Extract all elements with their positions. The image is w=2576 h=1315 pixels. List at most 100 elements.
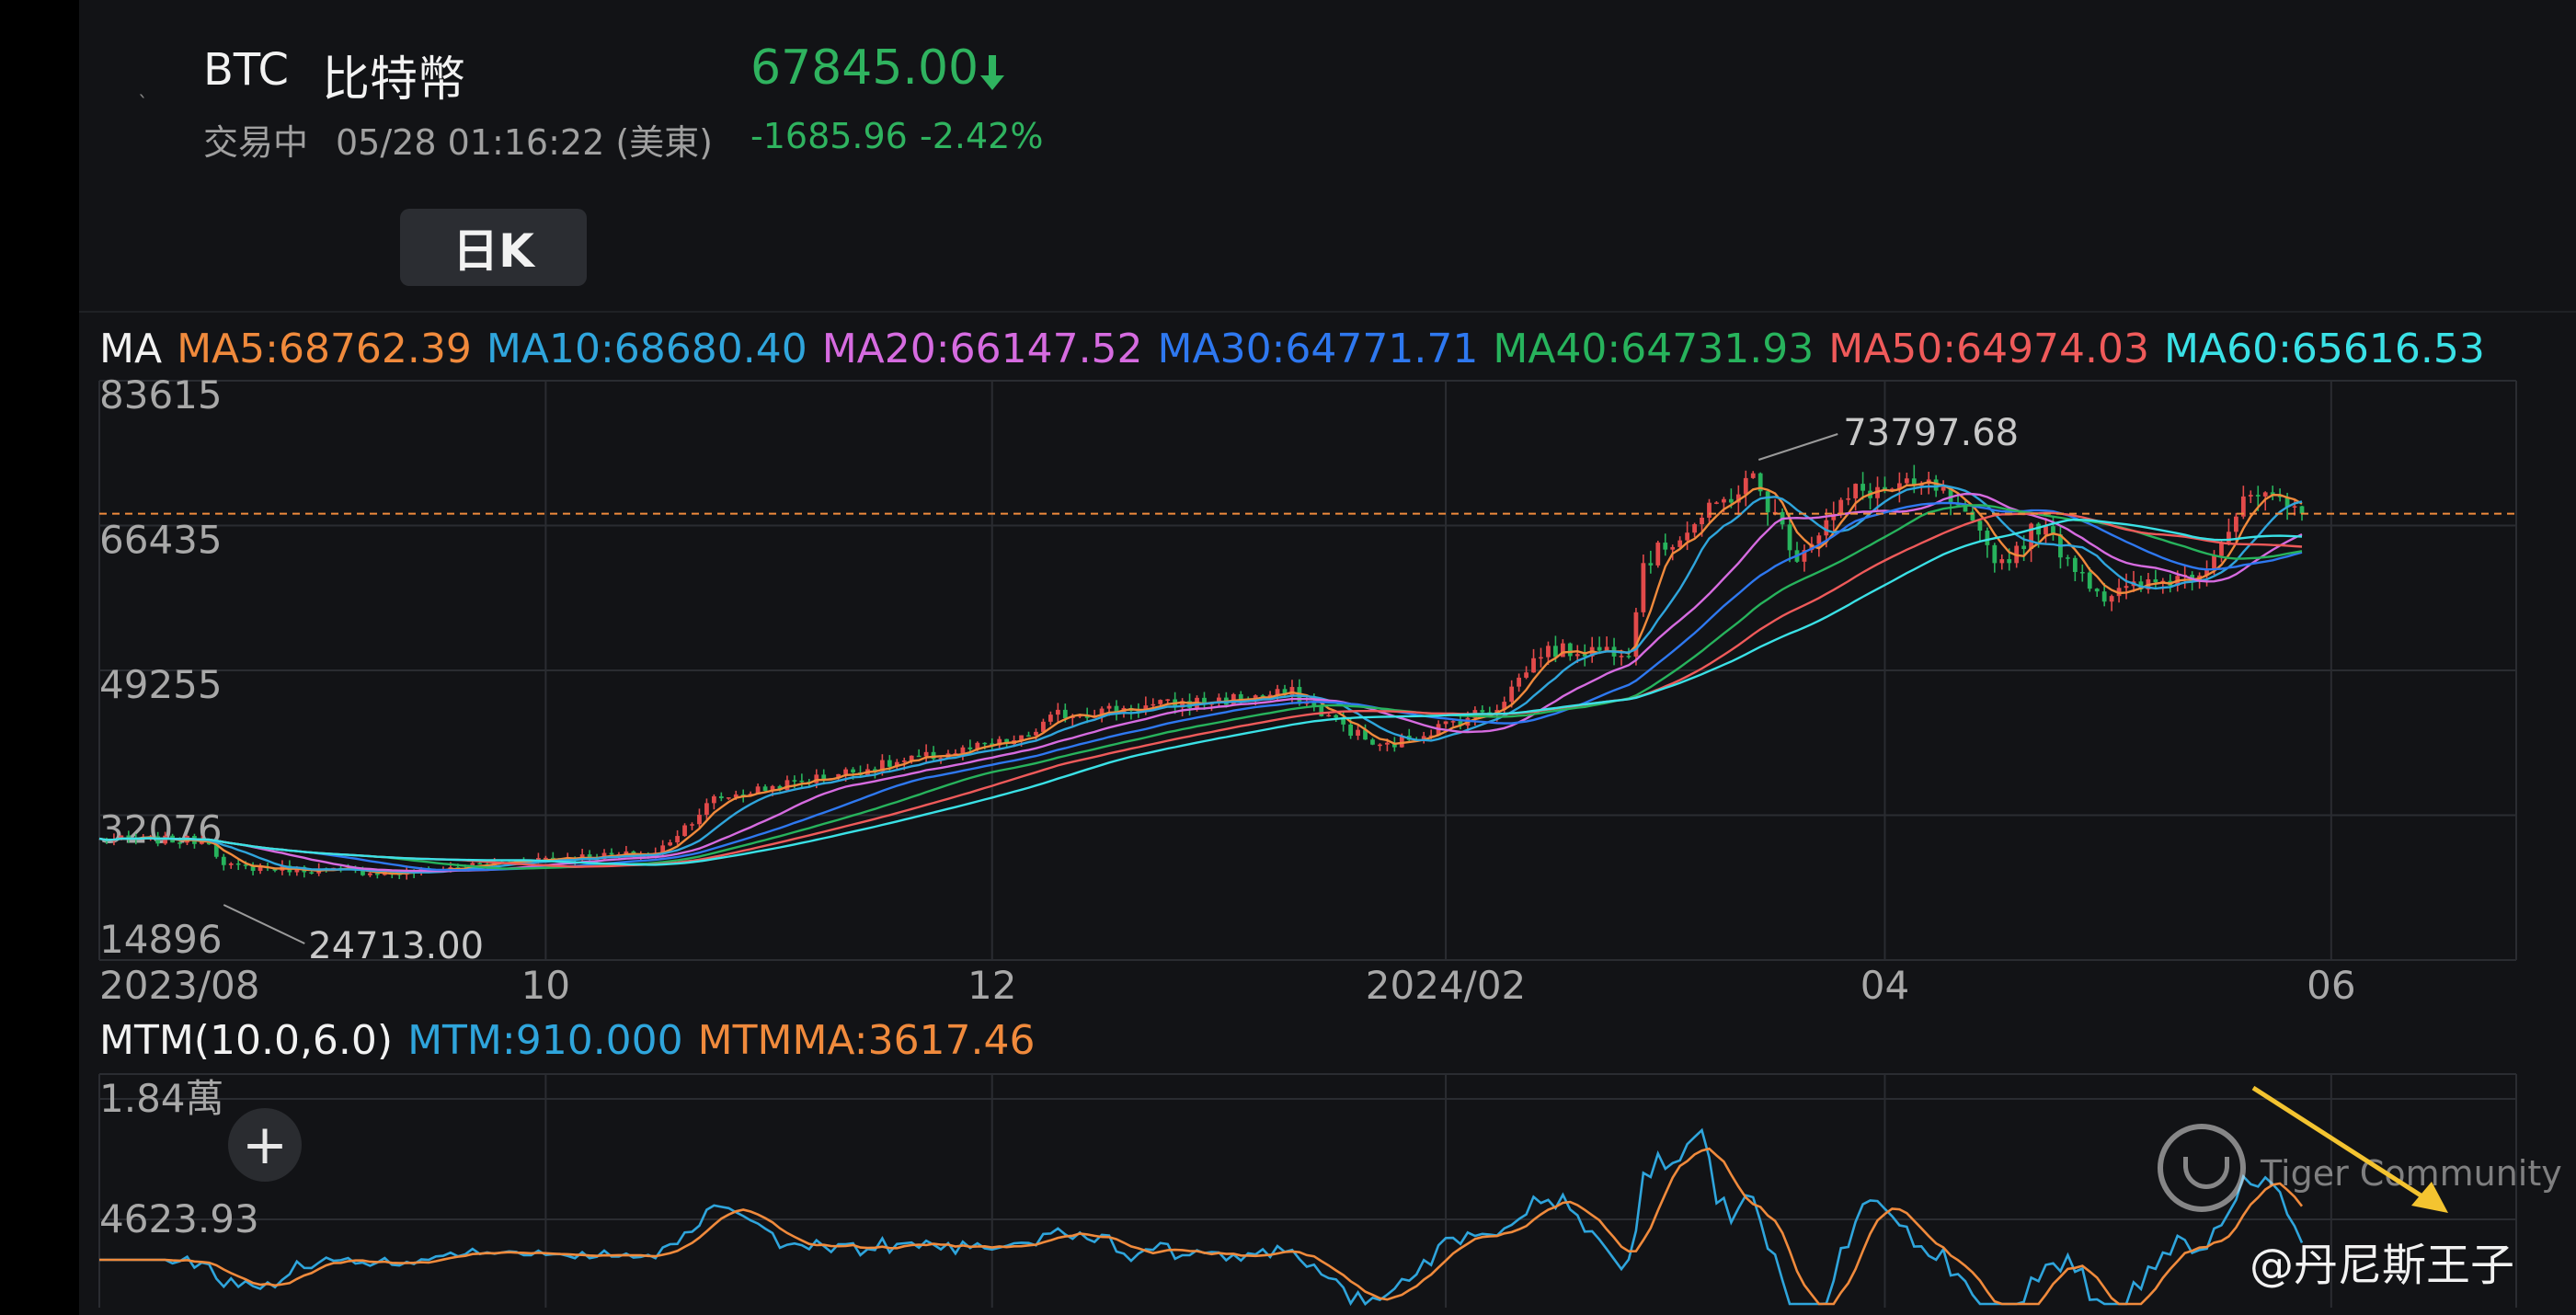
candle-body bbox=[1948, 486, 1953, 505]
ma30-value: MA30:64771.71 bbox=[1157, 326, 1479, 372]
candle-body bbox=[887, 760, 892, 767]
candle-body bbox=[2234, 516, 2238, 532]
y-axis-tick-label: 14896 bbox=[99, 917, 223, 962]
candle-body bbox=[2292, 506, 2297, 508]
candle-body bbox=[1480, 710, 1485, 713]
ma60-value: MA60:65616.53 bbox=[2164, 326, 2485, 372]
mtmma-line bbox=[99, 1147, 2304, 1306]
candle-body bbox=[1831, 513, 1837, 520]
candle-body bbox=[1911, 478, 1917, 486]
candle-body bbox=[792, 780, 797, 782]
candle-body bbox=[909, 755, 914, 761]
candle-body bbox=[1026, 735, 1031, 738]
candle-body bbox=[2044, 526, 2048, 535]
candle-body bbox=[126, 835, 132, 839]
ma5-value: MA5:68762.39 bbox=[177, 326, 472, 372]
candle-body bbox=[1326, 715, 1332, 717]
mtm-legend-label: MTM(10.0,6.0) bbox=[99, 1017, 394, 1064]
candle-body bbox=[1062, 709, 1068, 718]
mtm-tick-label: 4623.93 bbox=[99, 1196, 259, 1241]
candle-body bbox=[1334, 715, 1339, 718]
add-indicator-button[interactable]: + bbox=[228, 1108, 302, 1182]
candle-body bbox=[1677, 540, 1683, 547]
candle-body bbox=[361, 869, 365, 875]
candle-body bbox=[1099, 708, 1105, 716]
candle-body bbox=[879, 760, 885, 772]
candle-body bbox=[2153, 579, 2158, 583]
candle-body bbox=[1151, 703, 1156, 706]
candle-body bbox=[1941, 486, 1946, 491]
daily-k-button[interactable]: 日K bbox=[400, 209, 587, 286]
candle-body bbox=[975, 742, 980, 749]
candle-body bbox=[1765, 491, 1770, 513]
candle-body bbox=[1106, 705, 1112, 709]
candle-body bbox=[1524, 672, 1528, 678]
candle-body bbox=[374, 873, 380, 875]
candle-body bbox=[923, 751, 929, 757]
candle-body bbox=[960, 747, 966, 754]
candle-body bbox=[477, 863, 483, 864]
candle-body bbox=[1890, 488, 1895, 490]
candle-body bbox=[587, 854, 592, 859]
candle-body bbox=[228, 863, 234, 865]
candle-body bbox=[1546, 646, 1551, 658]
candle-body bbox=[1970, 511, 1975, 521]
candle-body bbox=[668, 842, 673, 846]
candle-body bbox=[682, 825, 687, 837]
candle-body bbox=[1663, 543, 1668, 550]
candle-body bbox=[2065, 557, 2070, 559]
candle-body bbox=[799, 780, 805, 783]
candle-body bbox=[755, 786, 761, 795]
candle-body bbox=[1685, 532, 1690, 541]
back-tick-icon[interactable]: ˎ bbox=[138, 75, 148, 98]
candle-body bbox=[1567, 643, 1573, 657]
last-price: 67845.00 bbox=[750, 40, 979, 96]
candle-body bbox=[990, 743, 995, 746]
candle-body bbox=[1070, 716, 1075, 718]
candle-body bbox=[2248, 495, 2253, 497]
candle-body bbox=[1502, 702, 1507, 711]
candle-body bbox=[1999, 559, 2005, 564]
candle-body bbox=[1238, 693, 1243, 701]
candle-body bbox=[997, 738, 1002, 746]
high-callout-line bbox=[1757, 433, 1838, 461]
candle-body bbox=[931, 751, 936, 760]
candle-body bbox=[206, 840, 212, 845]
candle-body bbox=[967, 747, 973, 749]
candle-body bbox=[1896, 483, 1902, 489]
candle-body bbox=[836, 773, 841, 779]
candle-body bbox=[1428, 735, 1434, 738]
candle-body bbox=[177, 842, 182, 844]
ma40-value: MA40:64731.93 bbox=[1493, 326, 1815, 372]
x-axis-tick-label: 12 bbox=[967, 963, 1016, 1008]
candle-body bbox=[1743, 477, 1748, 495]
candle-body bbox=[1560, 643, 1565, 658]
y-axis-tick-label: 83615 bbox=[99, 372, 223, 417]
tiger-logo bbox=[2158, 1124, 2246, 1212]
candle-body bbox=[1824, 520, 1829, 536]
ma-legend-label: MA bbox=[99, 326, 163, 372]
candle-body bbox=[368, 873, 372, 875]
candle-body bbox=[2101, 591, 2107, 602]
candle-body bbox=[200, 840, 204, 844]
candle-body bbox=[843, 769, 848, 774]
candle-body bbox=[1055, 709, 1060, 715]
candle-body bbox=[1319, 704, 1324, 716]
candle-body bbox=[1517, 677, 1522, 687]
y-axis-tick-label: 32076 bbox=[99, 806, 223, 852]
quote-datetime: 05/28 01:16:22 (美東) bbox=[336, 122, 713, 163]
candle-body bbox=[1757, 473, 1763, 492]
market-status: 交易中 bbox=[203, 122, 309, 163]
candle-body bbox=[609, 852, 614, 855]
candle-body bbox=[901, 760, 907, 762]
candle-body bbox=[704, 803, 709, 816]
candle-body bbox=[938, 758, 944, 760]
candle-body bbox=[1114, 705, 1119, 714]
mtm-tick-label: 1.84萬 bbox=[99, 1076, 224, 1121]
candle-body bbox=[777, 785, 783, 791]
candle-body bbox=[982, 742, 988, 745]
candle-body bbox=[1260, 695, 1265, 697]
candle-body bbox=[2029, 523, 2033, 550]
